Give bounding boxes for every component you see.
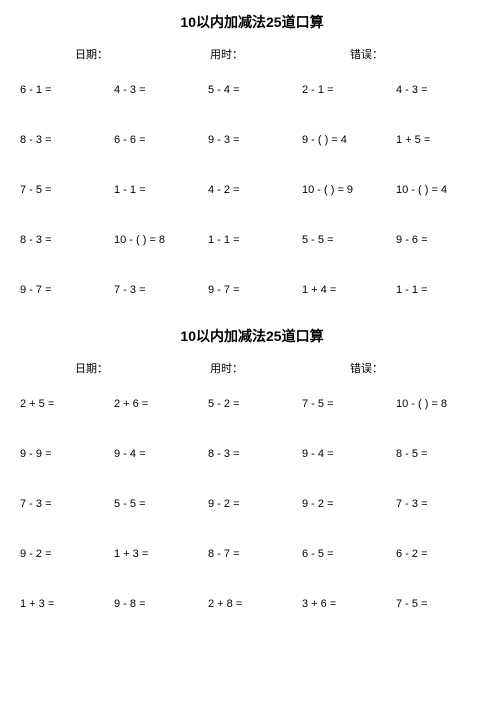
problem-cell: 5 - 4 = [208,84,296,96]
problem-cell: 5 - 2 = [208,398,296,410]
problem-cell: 5 - 5 = [114,498,202,510]
meta-error-label: 错误： [350,46,383,62]
problem-grid: 6 - 1 = 4 - 3 = 5 - 4 = 2 - 1 = 4 - 3 = 8 - 3… [20,84,484,296]
problem-grid: 2 + 5 = 2 + 6 = 5 - 2 = 7 - 5 = 10 - ( ) = 8… [20,398,484,610]
problem-cell: 9 - 8 = [114,598,202,610]
problem-cell: 7 - 3 = [396,498,484,510]
worksheet-title: 10以内加减法25道口算 [20,326,484,346]
problem-cell: 1 + 3 = [20,598,108,610]
problem-cell: 2 + 8 = [208,598,296,610]
problem-cell: 9 - 2 = [302,498,390,510]
problem-cell: 7 - 5 = [396,598,484,610]
problem-cell: 4 - 2 = [208,184,296,196]
problem-cell: 8 - 7 = [208,548,296,560]
problem-cell: 9 - 4 = [114,448,202,460]
problem-cell: 10 - ( ) = 8 [114,234,202,246]
problem-cell: 8 - 5 = [396,448,484,460]
problem-cell: 2 + 6 = [114,398,202,410]
meta-error-label: 错误： [350,360,383,376]
worksheet-title: 10以内加减法25道口算 [20,12,484,32]
problem-cell: 9 - 2 = [208,498,296,510]
problem-cell: 1 - 1 = [396,284,484,296]
problem-cell: 7 - 5 = [20,184,108,196]
problem-cell: 9 - 3 = [208,134,296,146]
problem-cell: 9 - ( ) = 4 [302,134,390,146]
meta-time-label: 用时： [210,360,350,376]
problem-cell: 8 - 3 = [20,234,108,246]
problem-cell: 7 - 3 = [114,284,202,296]
problem-cell: 6 - 5 = [302,548,390,560]
problem-cell: 7 - 5 = [302,398,390,410]
problem-cell: 7 - 3 = [20,498,108,510]
problem-cell: 4 - 3 = [114,84,202,96]
meta-time-label: 用时： [210,46,350,62]
problem-cell: 1 + 3 = [114,548,202,560]
problem-cell: 2 - 1 = [302,84,390,96]
problem-cell: 9 - 2 = [20,548,108,560]
problem-cell: 6 - 2 = [396,548,484,560]
problem-cell: 10 - ( ) = 4 [396,184,484,196]
problem-cell: 6 - 1 = [20,84,108,96]
problem-cell: 9 - 6 = [396,234,484,246]
problem-cell: 8 - 3 = [20,134,108,146]
problem-cell: 10 - ( ) = 8 [396,398,484,410]
problem-cell: 2 + 5 = [20,398,108,410]
problem-cell: 8 - 3 = [208,448,296,460]
problem-cell: 9 - 4 = [302,448,390,460]
problem-cell: 1 - 1 = [208,234,296,246]
problem-cell: 1 + 4 = [302,284,390,296]
problem-cell: 9 - 7 = [20,284,108,296]
meta-date-label: 日期： [75,360,210,376]
problem-cell: 5 - 5 = [302,234,390,246]
problem-cell: 1 - 1 = [114,184,202,196]
problem-cell: 10 - ( ) = 9 [302,184,390,196]
meta-date-label: 日期： [75,46,210,62]
problem-cell: 6 - 6 = [114,134,202,146]
problem-cell: 9 - 9 = [20,448,108,460]
meta-row: 日期：用时：错误： [20,360,484,376]
meta-row: 日期：用时：错误： [20,46,484,62]
problem-cell: 3 + 6 = [302,598,390,610]
worksheet: 10以内加减法25道口算日期：用时：错误： 2 + 5 = 2 + 6 = 5 - 2… [0,314,504,628]
problem-cell: 1 + 5 = [396,134,484,146]
problem-cell: 9 - 7 = [208,284,296,296]
worksheet: 10以内加减法25道口算日期：用时：错误： 6 - 1 = 4 - 3 = 5 - 4… [0,0,504,314]
problem-cell: 4 - 3 = [396,84,484,96]
